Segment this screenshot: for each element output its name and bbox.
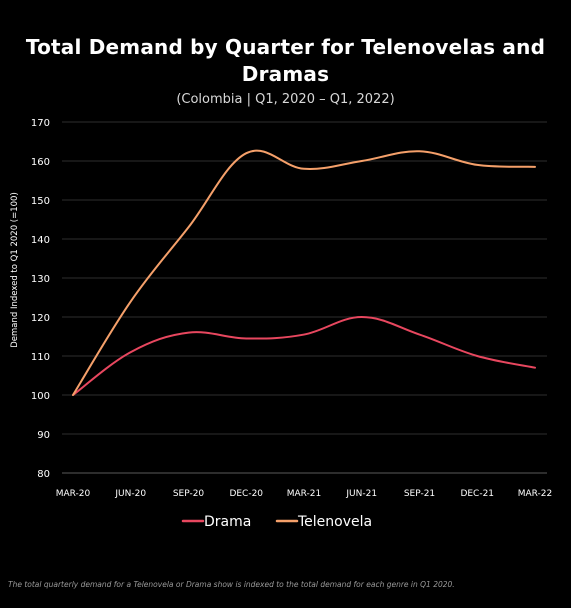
footnote: The total quarterly demand for a Telenov… [8,580,455,589]
series-line-telenovela [72,149,536,396]
x-tick-label: JUN-20 [114,489,146,499]
y-tick-label: 160 [31,157,50,168]
series-line-drama [72,316,536,396]
x-tick-label: MAR-20 [56,489,91,499]
y-tick-label: 120 [31,313,50,324]
y-tick-label: 100 [31,391,50,402]
legend-label-drama: Drama [204,514,251,530]
legend-label-telenovela: Telenovela [297,514,372,530]
x-tick-label: JUN-21 [345,489,377,499]
y-tick-label: 90 [37,430,50,441]
x-tick-label: SEP-21 [404,489,435,499]
y-tick-label: 150 [31,196,50,207]
y-tick-label: 80 [37,469,50,480]
y-tick-label: 130 [31,274,50,285]
y-axis-title: Demand Indexed to Q1 2020 (=100) [10,192,20,348]
x-tick-label: MAR-21 [287,489,322,499]
x-tick-label: DEC-20 [229,489,263,499]
y-tick-label: 110 [31,352,50,363]
y-tick-label: 170 [31,118,50,129]
line-chart: 80 90 100 110 120 130 140 150 160 170 MAR-20 JUN-20… [10,118,553,530]
chart-title: Total Demand by Quarter for Telenovelas … [25,35,546,86]
x-tick-label: MAR-22 [518,489,553,499]
x-tick-label: DEC-21 [460,489,494,499]
y-tick-label: 140 [31,235,50,246]
chart-subtitle: (Colombia | Q1, 2020 – Q1, 2022) [176,92,395,107]
x-tick-label: SEP-20 [173,489,205,499]
